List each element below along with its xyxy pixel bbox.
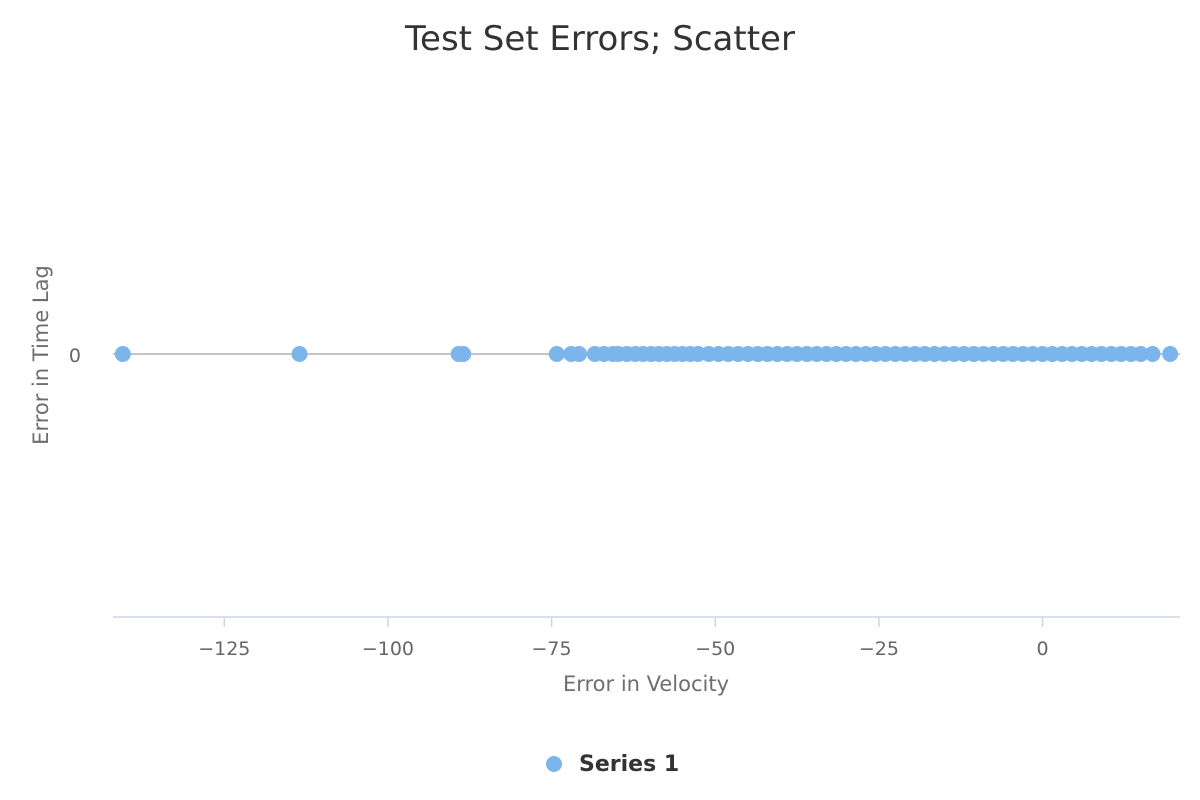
chart-title: Test Set Errors; Scatter [404,19,795,59]
x-tick-label: −75 [532,638,572,660]
x-axis-title: Error in Velocity [563,672,729,696]
x-tick-label: −50 [695,638,735,660]
data-point[interactable] [548,346,565,362]
legend-label-series-1[interactable]: Series 1 [579,752,679,777]
data-point[interactable] [114,346,131,362]
x-axis-ticks: −125 −100 −75 −50 −25 0 [198,617,1049,660]
x-tick-label: −25 [859,638,899,660]
data-point[interactable] [571,346,588,362]
data-point[interactable] [1132,346,1149,362]
x-tick-label: −125 [198,638,250,660]
data-point[interactable] [1144,346,1161,362]
y-tick-label: 0 [69,345,81,367]
x-tick-label: 0 [1036,638,1048,660]
y-axis-ticks: 0 [69,345,81,367]
series-1-points [114,346,1179,362]
legend-marker-series-1 [546,756,562,772]
legend[interactable]: Series 1 [546,752,679,777]
data-point[interactable] [1162,346,1179,362]
y-axis-title: Error in Time Lag [29,265,53,445]
data-point[interactable] [455,346,472,362]
data-point[interactable] [291,346,308,362]
x-tick-label: −100 [362,638,414,660]
